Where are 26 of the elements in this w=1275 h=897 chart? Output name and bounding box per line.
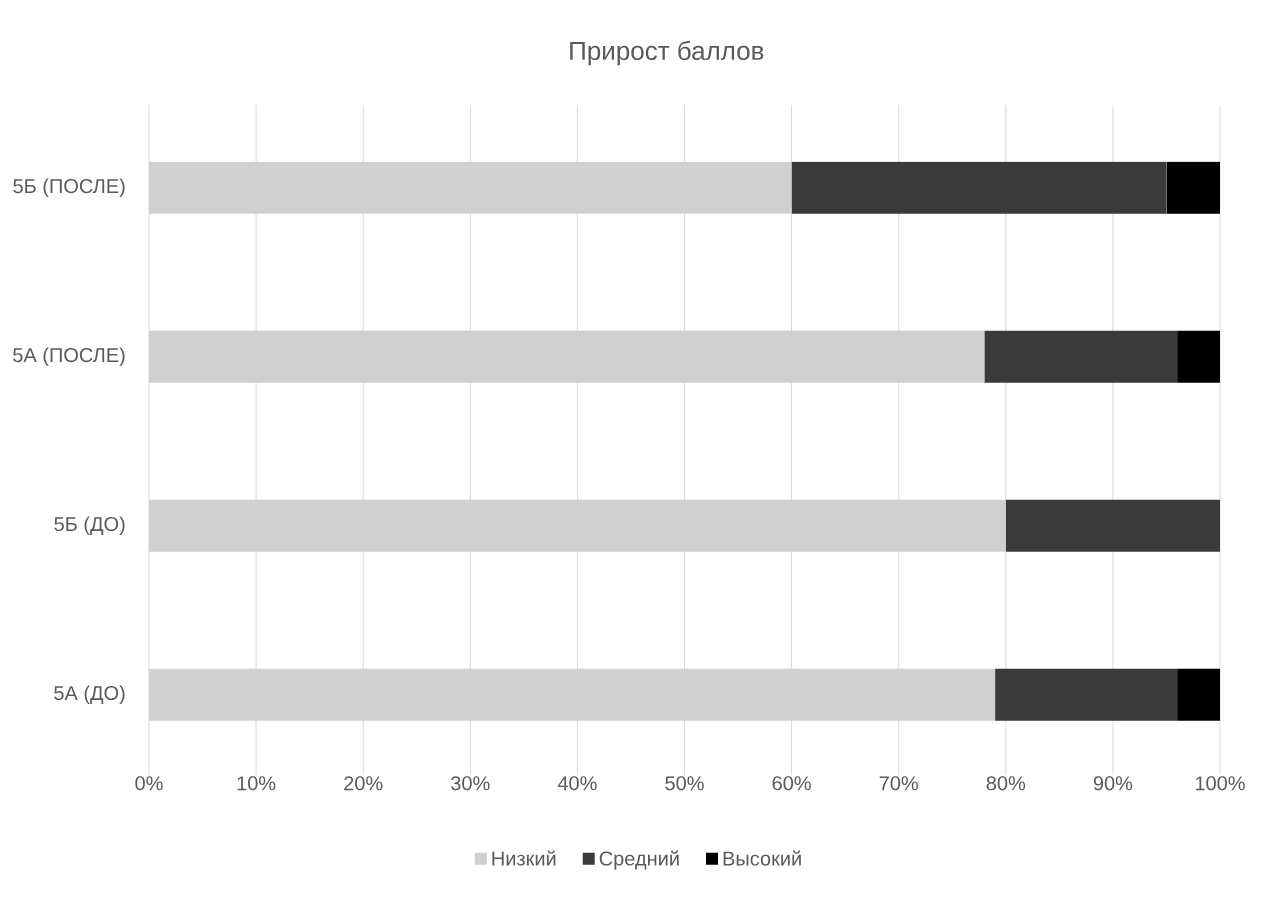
y-tick-label: 5Б (ПОСЛЕ) <box>13 178 125 198</box>
x-tick-label: 60% <box>772 776 811 791</box>
bar <box>995 668 1178 721</box>
x-tick-label: 10% <box>237 776 276 791</box>
chart-title: Прирост баллов <box>570 40 764 66</box>
x-tick-label: 80% <box>986 776 1026 791</box>
x-tick-label: 100% <box>1195 776 1245 791</box>
x-tick-label: 0% <box>135 776 163 791</box>
x-tick-label: 30% <box>451 776 490 791</box>
bar <box>1177 330 1220 383</box>
legend-label: Низкий <box>492 850 556 866</box>
x-tick-label: 20% <box>344 776 383 791</box>
y-tick-label: 5А (ПОСЛЕ) <box>13 347 125 367</box>
bar <box>791 161 1167 214</box>
x-tick-label: 50% <box>665 776 704 791</box>
x-tick-label: 70% <box>879 776 918 791</box>
x-tick-label: 90% <box>1093 776 1133 791</box>
y-tick-label: 5А (ДО) <box>54 685 125 705</box>
legend-label: Средний <box>599 850 679 870</box>
bar <box>1166 161 1220 214</box>
y-tick-label: 5Б (ДО) <box>54 516 125 536</box>
bar <box>1005 499 1220 552</box>
bar <box>1177 668 1220 721</box>
legend-label: Высокий <box>723 850 801 866</box>
x-tick-label: 40% <box>557 776 597 791</box>
bar <box>984 330 1178 383</box>
